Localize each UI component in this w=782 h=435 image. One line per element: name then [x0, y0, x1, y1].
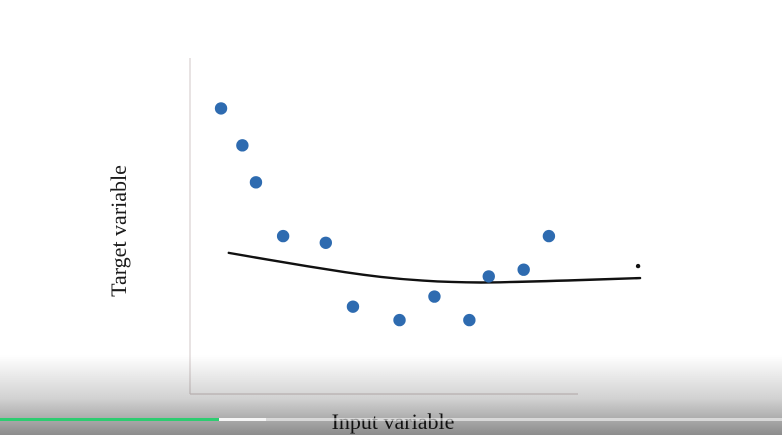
- data-point-4: [276, 229, 290, 243]
- video-played-bar: [0, 418, 219, 421]
- data-point-3: [249, 176, 263, 189]
- data-point-9: [463, 313, 476, 327]
- data-point-6: [346, 300, 360, 313]
- pen-dot: [635, 263, 641, 269]
- data-point-11: [517, 263, 530, 276]
- data-point-12: [542, 229, 556, 243]
- y-axis-label: Target variable: [106, 165, 131, 297]
- data-point-1: [214, 102, 228, 115]
- data-point-5: [319, 236, 332, 249]
- data-point-10: [482, 270, 495, 283]
- data-point-8: [428, 290, 441, 303]
- data-point-2: [236, 139, 249, 152]
- x-axis-label: Input variable: [331, 409, 455, 434]
- fit-line: [227, 251, 642, 284]
- data-point-7: [393, 313, 406, 327]
- video-progress-bar[interactable]: [0, 418, 782, 421]
